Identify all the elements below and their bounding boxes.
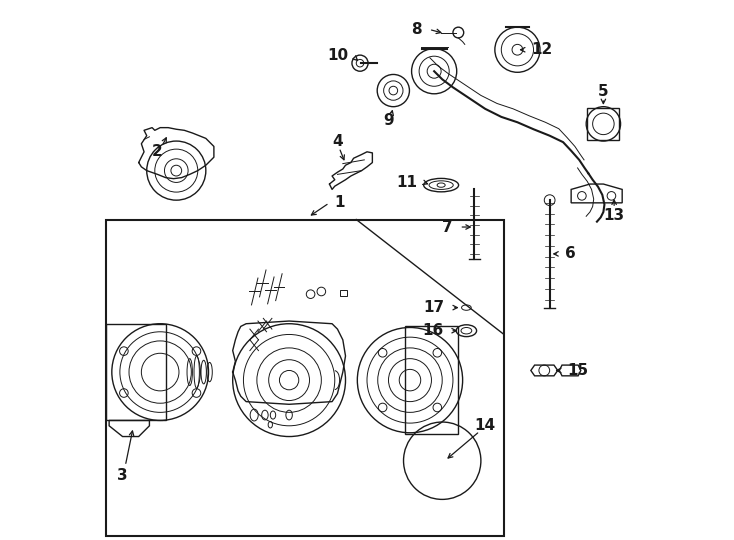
Text: 13: 13 [603,208,625,222]
Text: 17: 17 [424,300,445,315]
Text: 11: 11 [396,175,417,190]
Text: 16: 16 [423,323,444,338]
Text: 4: 4 [333,133,343,148]
Text: 10: 10 [327,48,349,63]
Text: 3: 3 [117,468,128,483]
Text: 1: 1 [335,195,345,211]
Text: 6: 6 [564,246,575,261]
Text: 8: 8 [411,22,422,37]
Text: 7: 7 [443,220,453,234]
Text: 9: 9 [383,113,394,128]
Text: 12: 12 [531,42,552,57]
Text: 2: 2 [152,144,163,159]
Text: 15: 15 [567,363,588,378]
Bar [106,219,504,536]
Text: 14: 14 [475,418,495,433]
Text: 5: 5 [598,84,608,99]
